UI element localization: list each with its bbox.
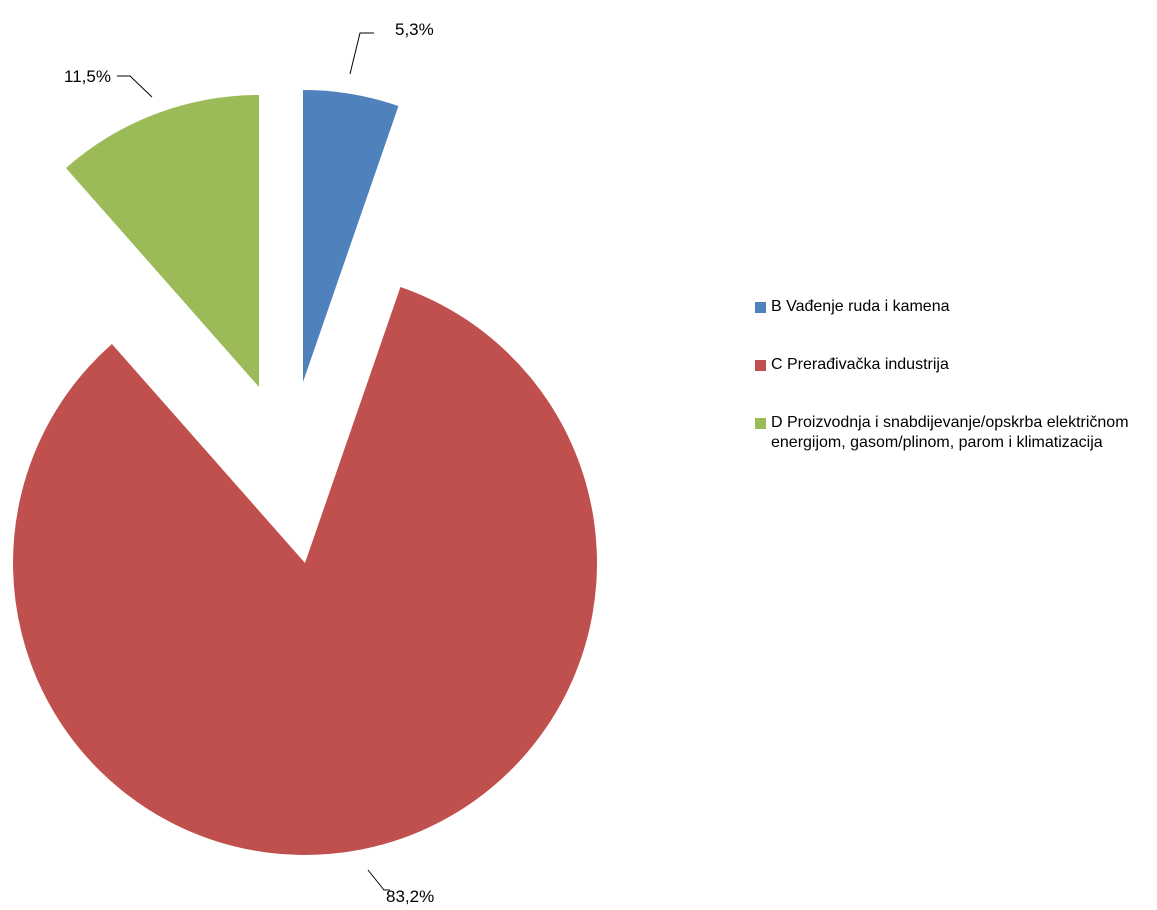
pie-slice-b [303,90,399,382]
legend-item-c: C Prerađivačka industrija [755,355,1155,375]
legend-label-b: B Vađenje ruda i kamena [771,298,950,315]
legend-swatch-d [755,418,766,429]
pie-slice-d [65,95,260,387]
legend-swatch-b [755,302,766,313]
legend-label-c: C Prerađivačka industrija [771,356,949,373]
leader-line-c [367,869,390,891]
legend: B Vađenje ruda i kamena C Prerađivačka i… [755,297,1155,453]
data-label-d: 11,5% [64,67,111,86]
data-label-c: 83,2% [386,887,434,906]
legend-item-b: B Vađenje ruda i kamena [755,297,1155,317]
data-label-b: 5,3% [395,20,434,39]
leader-line-d [117,75,153,98]
pie-slice-c [13,287,598,856]
legend-item-d: D Proizvodnja i snabdijevanje/opskrba el… [755,413,1155,453]
legend-label-d: D Proizvodnja i snabdijevanje/opskrba el… [771,414,1129,451]
leader-line-b [349,32,374,75]
legend-swatch-c [755,360,766,371]
